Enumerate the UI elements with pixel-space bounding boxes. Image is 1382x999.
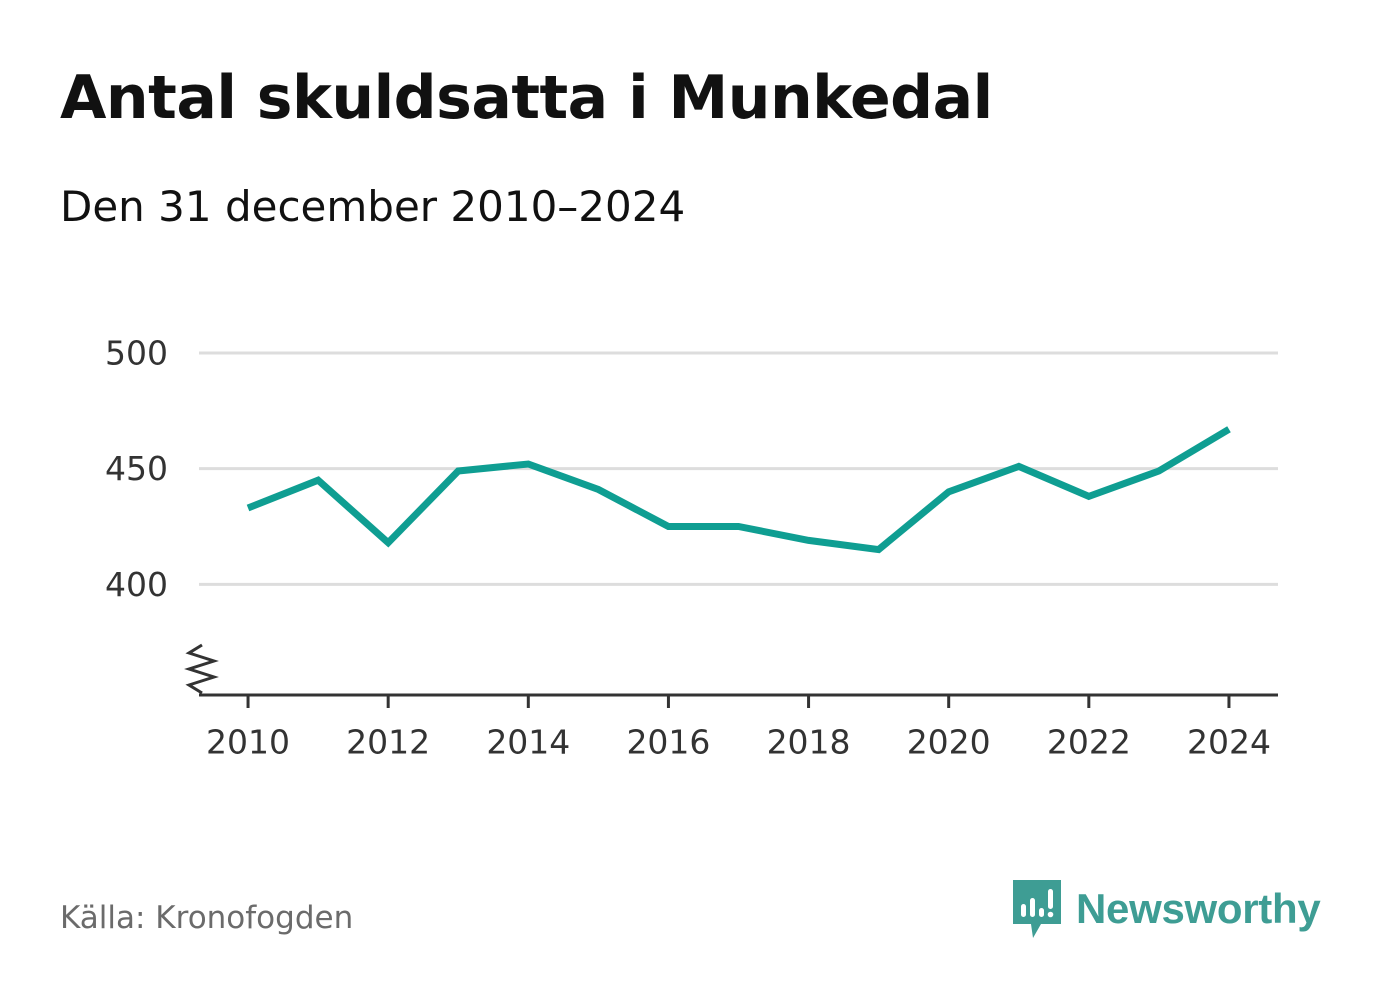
series [246, 426, 1231, 554]
x-tick-label-2016: 2016 [626, 723, 710, 762]
x-tick-label-2018: 2018 [767, 723, 851, 762]
y-tick-label-400: 400 [105, 565, 168, 604]
x-tick-label-2024: 2024 [1187, 723, 1271, 762]
series-line-0 [246, 426, 1231, 554]
tick-labels: 400 450 500 2010 2012 2014 2016 2018 2020 2022 202… [105, 334, 1271, 762]
chart-subtitle: Den 31 december 2010–2024 [60, 182, 686, 231]
x-tick-label-2022: 2022 [1047, 723, 1131, 762]
x-tick-label-2012: 2012 [346, 723, 430, 762]
y-tick-label-500: 500 [105, 334, 168, 373]
newsworthy-brand: Newsworthy [1011, 878, 1321, 940]
x-axis [184, 643, 1278, 708]
source-note: Källa: Kronofogden [60, 900, 354, 936]
gridlines [199, 351, 1278, 586]
axis-break-mark [184, 643, 219, 695]
x-tick-label-2010: 2010 [206, 723, 290, 762]
chart-title: Antal skuldsatta i Munkedal [60, 63, 993, 133]
y-tick-label-450: 450 [105, 449, 168, 488]
x-tick-label-2020: 2020 [907, 723, 991, 762]
brand-name: Newsworthy [1076, 885, 1321, 932]
x-tick-label-2014: 2014 [486, 723, 570, 762]
newsworthy-logo-icon [1013, 880, 1061, 938]
